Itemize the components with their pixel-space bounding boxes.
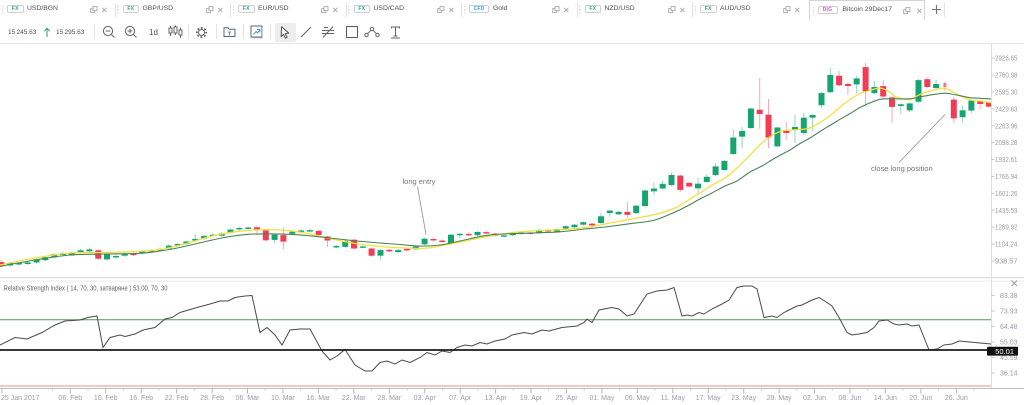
- svg-text:64.48: 64.48: [1000, 324, 1018, 331]
- svg-text:2926.65: 2926.65: [995, 56, 1018, 63]
- svg-text:1766.94: 1766.94: [995, 174, 1018, 181]
- svg-text:Relative Strength Index ( 14,: Relative Strength Index ( 14, 70, 30, за…: [4, 286, 168, 293]
- svg-text:28. Mar: 28. Mar: [377, 395, 401, 402]
- svg-text:10. Feb: 10. Feb: [94, 395, 118, 402]
- svg-text:28. Feb: 28. Feb: [200, 395, 224, 402]
- svg-text:83.38: 83.38: [1000, 293, 1018, 300]
- svg-text:20. Jun: 20. Jun: [909, 395, 932, 402]
- svg-text:06. Mar: 06. Mar: [236, 395, 260, 402]
- svg-text:73.93: 73.93: [1000, 309, 1018, 316]
- svg-text:long entry: long entry: [403, 177, 436, 186]
- svg-text:14. Jun: 14. Jun: [874, 395, 897, 402]
- svg-text:03. Apr: 03. Apr: [414, 395, 437, 402]
- svg-text:55.03: 55.03: [1000, 340, 1018, 347]
- svg-text:23. May: 23. May: [731, 395, 756, 402]
- svg-text:01. May: 01. May: [589, 395, 614, 402]
- svg-text:22. Feb: 22. Feb: [165, 395, 189, 402]
- svg-text:06. May: 06. May: [625, 395, 650, 402]
- svg-text:16. Mar: 16. Mar: [307, 395, 331, 402]
- svg-text:45.59: 45.59: [1000, 355, 1018, 362]
- svg-text:1269.92: 1269.92: [995, 225, 1018, 232]
- svg-text:29. May: 29. May: [767, 395, 792, 402]
- svg-text:25 Jan 2017: 25 Jan 2017: [1, 395, 40, 402]
- svg-text:10. Mar: 10. Mar: [271, 395, 295, 402]
- svg-text:07. Apr: 07. Apr: [449, 395, 472, 402]
- svg-text:08. Jun: 08. Jun: [839, 395, 862, 402]
- svg-text:1932.61: 1932.61: [995, 157, 1018, 164]
- svg-text:16. Feb: 16. Feb: [129, 395, 153, 402]
- svg-text:36.14: 36.14: [1000, 371, 1018, 378]
- svg-text:1104.24: 1104.24: [995, 242, 1018, 249]
- svg-text:50.01: 50.01: [995, 347, 1014, 356]
- svg-text:close long position: close long position: [871, 164, 933, 173]
- svg-text:06. Feb: 06. Feb: [58, 395, 82, 402]
- svg-text:2263.96: 2263.96: [995, 123, 1018, 130]
- svg-text:19. Apr: 19. Apr: [520, 395, 543, 402]
- svg-text:2098.28: 2098.28: [995, 140, 1018, 147]
- svg-text:1435.59: 1435.59: [995, 208, 1018, 215]
- svg-text:26. Jun: 26. Jun: [945, 395, 968, 402]
- svg-text:2595.30: 2595.30: [995, 90, 1018, 97]
- svg-text:22. Mar: 22. Mar: [342, 395, 366, 402]
- svg-text:11. May: 11. May: [661, 395, 686, 402]
- svg-text:2429.63: 2429.63: [995, 106, 1018, 113]
- svg-text:02. Jun: 02. Jun: [803, 395, 826, 402]
- svg-text:17. May: 17. May: [696, 395, 721, 402]
- svg-text:13. Apr: 13. Apr: [485, 395, 508, 402]
- svg-text:25. Apr: 25. Apr: [555, 395, 578, 402]
- svg-text:938.57: 938.57: [995, 259, 1018, 266]
- svg-text:1601.26: 1601.26: [995, 191, 1018, 198]
- svg-text:2760.98: 2760.98: [995, 73, 1018, 80]
